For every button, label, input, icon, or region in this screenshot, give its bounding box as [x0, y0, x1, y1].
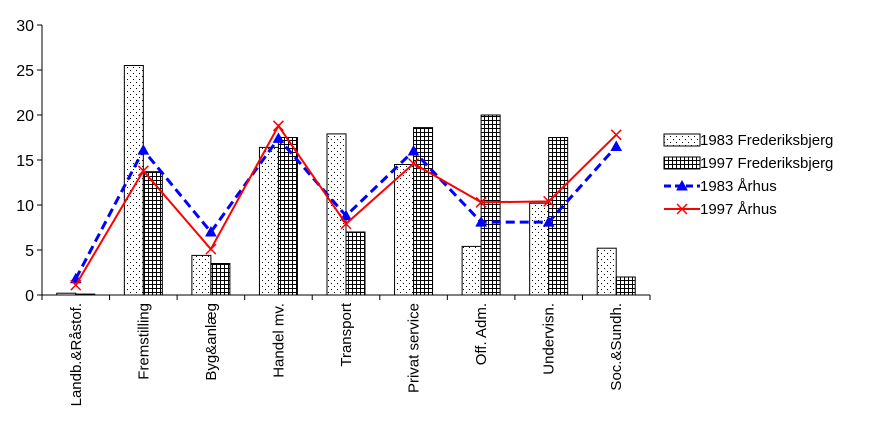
category-label: Undervisn.	[541, 303, 558, 375]
marker-1997-arhus	[137, 165, 149, 177]
lines	[69, 120, 623, 291]
category-label: Landb.&Råstof.	[68, 303, 85, 406]
marker-1983-arhus	[542, 216, 555, 227]
marker-1997-arhus	[543, 195, 555, 207]
legend-marker	[676, 179, 688, 191]
bar-1983-frederiksbjerg	[529, 202, 550, 296]
legend-swatch	[663, 156, 701, 170]
category-label: Byg&anlæg	[203, 303, 220, 381]
y-tick-label: 25	[16, 63, 34, 80]
bar-1983-frederiksbjerg	[461, 245, 482, 296]
bar-1983-frederiksbjerg	[596, 247, 617, 296]
marker-1997-arhus	[340, 218, 352, 230]
bar-1983-frederiksbjerg	[56, 292, 77, 296]
legend-label: 1997 Århus	[700, 201, 777, 218]
bar-1983-frederiksbjerg	[123, 65, 144, 296]
category-label: Transport	[338, 302, 355, 366]
legend-label: 1983 Århus	[700, 178, 777, 195]
marker-1983-arhus	[137, 144, 150, 155]
category-label: Privat service	[406, 303, 423, 393]
marker-1997-arhus	[610, 129, 622, 141]
bar-1997-frederiksbjerg	[345, 231, 366, 296]
legend-label: 1997 Frederiksbjerg	[700, 155, 833, 172]
bars	[56, 65, 636, 296]
marker-1997-arhus	[408, 158, 420, 170]
bar-1983-frederiksbjerg	[258, 146, 279, 296]
y-tick-label: 15	[16, 153, 34, 170]
axes: 0 5 10 15 20 25 30 Landb.&Råstof. Fremstilling By…	[16, 18, 651, 406]
legend: 1983 Frederiksbjerg 1997 Frederiksbjerg 19…	[663, 132, 833, 218]
legend-label: 1983 Frederiksbjerg	[700, 132, 833, 149]
bar-1997-frederiksbjerg	[615, 276, 636, 296]
y-tick-label: 0	[25, 288, 34, 305]
y-tick-label: 5	[25, 243, 34, 260]
category-label: Soc.&Sundh.	[608, 303, 625, 391]
y-tick-label: 10	[16, 198, 34, 215]
bar-1997-frederiksbjerg	[480, 114, 501, 296]
marker-1997-arhus	[70, 279, 82, 291]
bar-1997-frederiksbjerg	[75, 293, 96, 296]
marker-1983-arhus	[475, 216, 487, 227]
bar-1997-frederiksbjerg	[413, 127, 434, 296]
bar-1997-frederiksbjerg	[548, 137, 569, 296]
marker-1983-arhus	[407, 144, 420, 156]
bar-1997-frederiksbjerg	[142, 171, 163, 296]
bar-1983-frederiksbjerg	[394, 164, 415, 296]
marker-1997-arhus	[475, 196, 487, 208]
bar-1997-frederiksbjerg	[277, 137, 298, 296]
marker-1997-arhus	[205, 243, 217, 255]
legend-swatch	[663, 133, 701, 147]
marker-1983-arhus	[610, 140, 623, 151]
category-label: Off. Adm.	[473, 303, 490, 365]
y-tick-label: 30	[16, 18, 34, 35]
bar-1983-frederiksbjerg	[191, 254, 212, 296]
y-tick-label: 20	[16, 108, 34, 125]
marker-1983-arhus	[340, 209, 352, 221]
category-label: Fremstilling	[135, 303, 152, 380]
marker-1983-arhus	[272, 132, 285, 143]
marker-1997-arhus	[272, 120, 284, 132]
category-label: Handel mv.	[270, 303, 287, 378]
bar-1997-frederiksbjerg	[210, 263, 231, 296]
marker-1983-arhus	[205, 225, 217, 237]
legend-marker	[676, 203, 688, 215]
